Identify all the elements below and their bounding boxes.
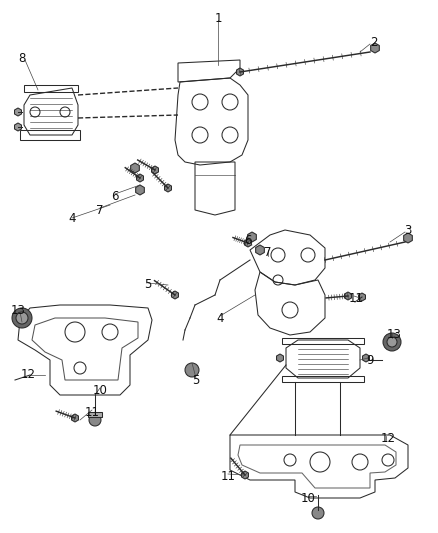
Text: 4: 4 — [68, 212, 76, 224]
Polygon shape — [152, 166, 159, 174]
Polygon shape — [404, 233, 412, 243]
Polygon shape — [131, 163, 139, 173]
Polygon shape — [172, 291, 178, 299]
Polygon shape — [165, 184, 171, 192]
Polygon shape — [247, 232, 256, 242]
Text: 6: 6 — [244, 233, 252, 246]
Polygon shape — [241, 471, 248, 479]
Polygon shape — [137, 174, 144, 182]
Polygon shape — [276, 354, 283, 362]
Polygon shape — [359, 293, 365, 301]
Polygon shape — [256, 245, 264, 255]
Text: 8: 8 — [18, 52, 26, 64]
Polygon shape — [237, 68, 244, 76]
Polygon shape — [345, 292, 351, 300]
Polygon shape — [88, 412, 102, 417]
Text: 7: 7 — [96, 204, 104, 216]
Text: 11: 11 — [349, 292, 364, 304]
Circle shape — [16, 312, 28, 324]
Text: 10: 10 — [300, 491, 315, 505]
Text: 12: 12 — [381, 432, 396, 445]
Text: 13: 13 — [387, 328, 402, 342]
Circle shape — [12, 308, 32, 328]
Polygon shape — [363, 354, 370, 362]
Text: 7: 7 — [264, 246, 272, 259]
Polygon shape — [136, 185, 145, 195]
Text: 13: 13 — [11, 303, 25, 317]
Text: 11: 11 — [220, 470, 236, 482]
Text: 3: 3 — [404, 223, 412, 237]
Polygon shape — [14, 123, 21, 131]
Text: 5: 5 — [144, 279, 152, 292]
Polygon shape — [71, 414, 78, 422]
Text: 4: 4 — [216, 311, 224, 325]
Circle shape — [185, 363, 199, 377]
Text: 12: 12 — [21, 368, 35, 382]
Circle shape — [387, 337, 397, 347]
Text: 11: 11 — [85, 406, 99, 418]
Polygon shape — [244, 239, 251, 247]
Text: 1: 1 — [214, 12, 222, 25]
Polygon shape — [14, 108, 21, 116]
Text: 2: 2 — [370, 36, 378, 49]
Circle shape — [383, 333, 401, 351]
Polygon shape — [371, 43, 379, 53]
Circle shape — [89, 414, 101, 426]
Text: 6: 6 — [111, 190, 119, 203]
Text: 5: 5 — [192, 374, 200, 386]
Text: 9: 9 — [366, 353, 374, 367]
Text: 10: 10 — [92, 384, 107, 397]
Circle shape — [312, 507, 324, 519]
